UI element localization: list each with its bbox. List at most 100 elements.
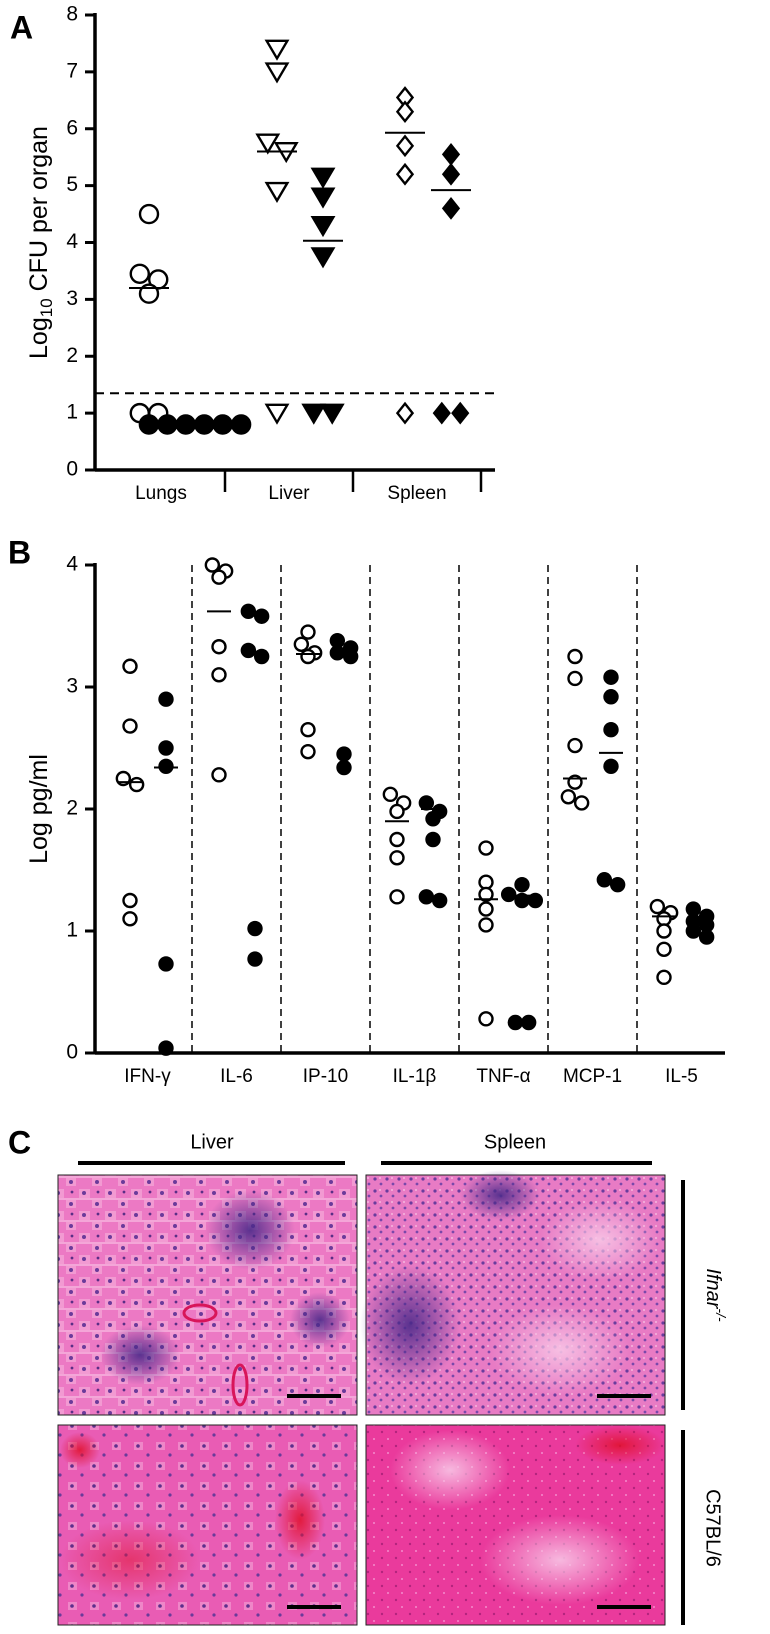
data-point [656, 969, 672, 986]
y-tick-label: 0 [66, 1041, 78, 1064]
data-point [425, 831, 441, 848]
data-point [211, 639, 227, 655]
data-point [425, 811, 441, 827]
data-point [567, 737, 583, 754]
x-tick-label: IL-6 [220, 1066, 253, 1087]
panel-label: C [8, 1124, 31, 1160]
data-point [255, 133, 281, 155]
y-tick-label: 4 [66, 230, 78, 253]
x-tick-label: Liver [268, 483, 310, 504]
data-point [293, 636, 310, 652]
row-label-text: Ifnar [702, 1268, 724, 1309]
x-tick-label: TNF-α [476, 1066, 530, 1087]
y-axis-label-part: Log [25, 317, 53, 359]
y-tick-label: 4 [66, 553, 78, 576]
data-point [204, 557, 221, 573]
data-point [389, 803, 405, 820]
data-point [211, 767, 227, 783]
data-point [500, 886, 517, 903]
data-point [138, 414, 160, 435]
data-point [389, 831, 405, 848]
data-point [596, 872, 613, 888]
data-point [264, 403, 290, 425]
data-point [211, 667, 227, 683]
data-point [122, 718, 138, 734]
data-point [603, 722, 619, 738]
data-point [122, 892, 138, 909]
data-point [478, 901, 494, 917]
data-point [247, 951, 263, 967]
data-point [300, 743, 316, 760]
data-point [310, 247, 336, 269]
data-point [253, 608, 270, 624]
column-label: Liver [190, 1131, 234, 1153]
x-tick-label: IL-5 [665, 1066, 698, 1087]
x-tick-label: MCP-1 [563, 1066, 622, 1087]
data-point [211, 569, 227, 585]
micrograph [57, 1424, 358, 1626]
histology-panel: Liver Spleen [57, 1131, 729, 1626]
row-label: C57BL/6 [702, 1489, 724, 1567]
x-tick-label: IL-1β [393, 1066, 437, 1087]
data-point [395, 134, 415, 158]
data-point [158, 758, 174, 774]
data-point [253, 648, 270, 665]
data-point [300, 648, 316, 665]
data-point [478, 1011, 494, 1027]
y-tick-label: 8 [66, 3, 78, 26]
data-point [603, 669, 619, 685]
data-point [478, 840, 494, 856]
data-point [573, 795, 590, 811]
data-point [264, 39, 290, 61]
y-tick-label: 1 [66, 401, 78, 424]
data-point [441, 162, 461, 186]
y-tick-label: 6 [66, 116, 78, 139]
data-point [122, 658, 138, 674]
y-tick-label: 7 [66, 59, 78, 82]
data-point [310, 215, 336, 238]
data-point [301, 403, 327, 425]
micrograph [365, 1424, 666, 1626]
data-point [603, 758, 619, 774]
data-point [389, 889, 405, 905]
data-point [175, 414, 196, 435]
data-point [418, 889, 435, 905]
data-point [138, 283, 160, 304]
data-point [310, 187, 336, 209]
y-axis-label: Log pg/ml [25, 754, 53, 864]
y-tick-label: 1 [66, 919, 78, 942]
y-tick-label: 2 [66, 797, 78, 820]
panel-label: B [8, 534, 31, 570]
data-point [247, 920, 263, 937]
data-point [300, 722, 316, 738]
data-point [507, 1014, 524, 1031]
data-point [230, 414, 252, 435]
data-point [158, 1040, 174, 1056]
data-point [431, 892, 448, 909]
data-point [685, 923, 702, 939]
data-point [478, 917, 494, 933]
y-tick-label: 2 [66, 344, 78, 367]
data-point [240, 603, 257, 620]
data-point [240, 642, 257, 659]
data-point [656, 941, 672, 957]
data-point [158, 691, 174, 707]
data-point [418, 795, 435, 811]
x-tick-label: Lungs [135, 483, 187, 504]
micrograph [57, 1174, 358, 1416]
data-point [138, 203, 160, 225]
panel-label: A [10, 9, 33, 45]
data-point [264, 62, 290, 84]
data-point [698, 929, 715, 945]
y-axis-label: Log10 CFU per organ [25, 126, 57, 359]
data-point [441, 197, 461, 220]
data-point [128, 776, 145, 793]
y-axis-label-part: CFU per organ [25, 126, 53, 298]
data-point [656, 923, 672, 939]
data-point [451, 401, 470, 425]
data-point [478, 886, 494, 903]
data-point [158, 956, 174, 972]
data-point [395, 401, 415, 425]
